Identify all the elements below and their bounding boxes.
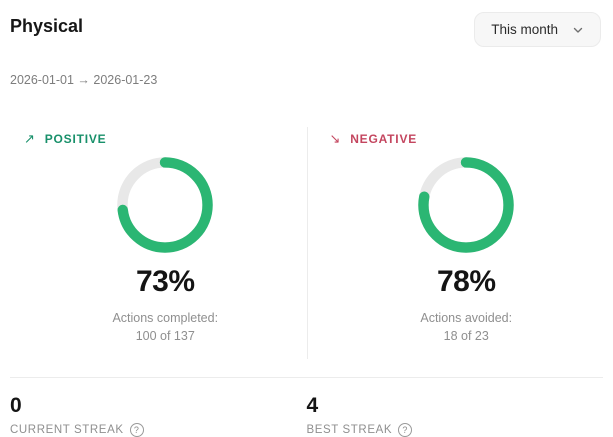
positive-card-header: ↗ POSITIVE (24, 131, 307, 147)
negative-caption-line2: 18 of 23 (443, 329, 489, 343)
date-range: 2026-01-01 → 2026-01-23 (10, 73, 158, 87)
help-icon[interactable]: ? (129, 423, 144, 437)
trend-up-icon: ↗ (24, 131, 36, 146)
negative-card-label: NEGATIVE (350, 132, 418, 146)
positive-caption: Actions completed: 100 of 137 (24, 309, 307, 345)
period-dropdown[interactable]: This month (474, 12, 601, 47)
negative-percent: 78% (436, 265, 496, 298)
positive-caption-line2: 100 of 137 (135, 329, 195, 343)
help-icon[interactable]: ? (398, 423, 413, 437)
current-streak-label: CURRENT STREAK ? (10, 423, 307, 437)
donut-progress (418, 157, 514, 253)
positive-card-label: POSITIVE (44, 132, 107, 146)
positive-percent: 73% (135, 265, 195, 298)
period-dropdown-value: This month (491, 22, 558, 37)
positive-card: ↗ POSITIVE 73% Actions completed: 100 of… (10, 127, 307, 359)
negative-card-header: ↘ NEGATIVE (330, 131, 604, 147)
page-title: Physical (10, 16, 84, 36)
best-streak-value: 4 (306, 394, 319, 417)
negative-caption: Actions avoided: 18 of 23 (330, 309, 604, 345)
negative-card: ↘ NEGATIVE 78% Actions avoided: 18 of 23 (306, 127, 604, 359)
streak-stats: 0 CURRENT STREAK ? 4 BEST STREAK ? (10, 394, 603, 437)
current-streak-value: 0 (10, 394, 22, 417)
section-divider (10, 377, 603, 378)
current-streak-stat: 0 CURRENT STREAK ? (10, 394, 307, 437)
best-streak-label-text: BEST STREAK (306, 424, 393, 436)
positive-caption-line1: Actions completed: (112, 311, 219, 325)
negative-caption-line1: Actions avoided: (420, 311, 513, 325)
best-streak-label: BEST STREAK ? (307, 423, 604, 437)
trend-down-icon: ↘ (329, 131, 342, 146)
chevron-down-icon (572, 24, 584, 36)
cards-row: ↗ POSITIVE 73% Actions completed: 100 of… (10, 127, 603, 359)
donut-progress (117, 157, 213, 253)
negative-donut-chart (330, 153, 604, 257)
topbar: Physical This month (10, 12, 603, 47)
best-streak-stat: 4 BEST STREAK ? (307, 394, 604, 437)
positive-donut-chart (24, 153, 307, 257)
current-streak-label-text: CURRENT STREAK (10, 424, 124, 436)
